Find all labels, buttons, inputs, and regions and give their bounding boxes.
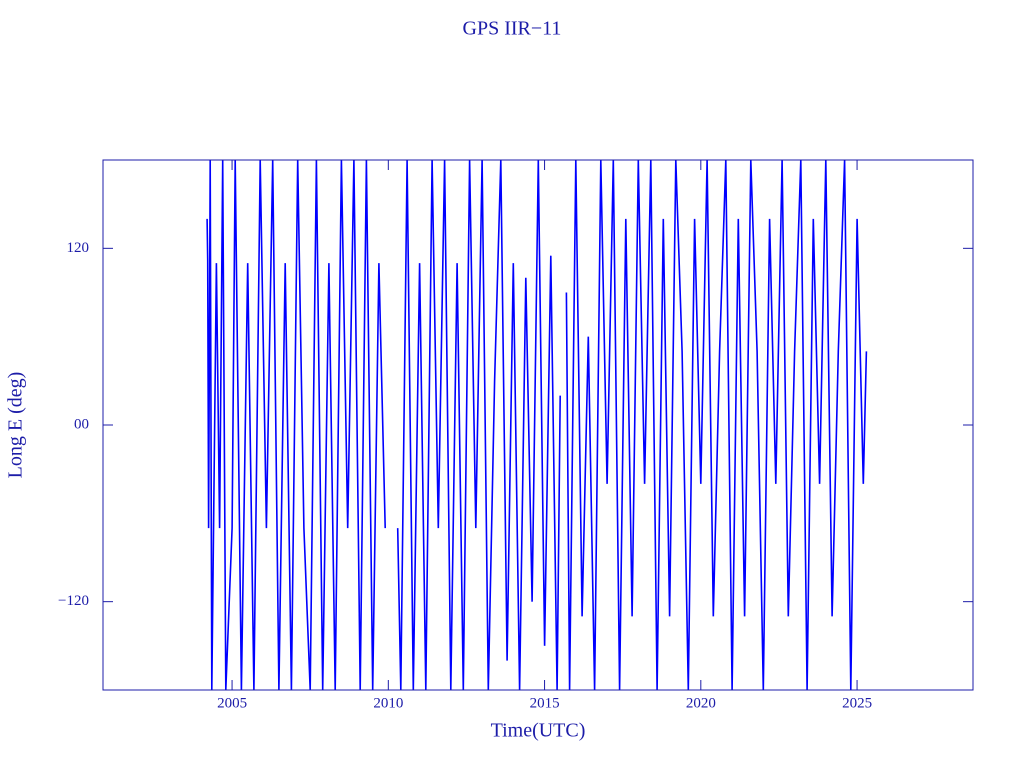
x-tick-label: 2005 bbox=[217, 695, 247, 711]
y-tick-label: 120 bbox=[67, 240, 90, 256]
chart-title: GPS IIR−11 bbox=[463, 18, 562, 40]
x-tick-label: 2010 bbox=[373, 695, 403, 711]
y-axis-label: Long E (deg) bbox=[5, 372, 27, 479]
y-tick-label: −120 bbox=[58, 593, 89, 609]
x-tick-label: 2015 bbox=[530, 695, 560, 711]
data-line bbox=[206, 159, 868, 691]
x-tick-label: 2025 bbox=[842, 695, 872, 711]
x-tick-label: 2020 bbox=[686, 695, 716, 711]
y-tick-label: 00 bbox=[74, 416, 89, 432]
x-axis-label: Time(UTC) bbox=[491, 720, 586, 742]
